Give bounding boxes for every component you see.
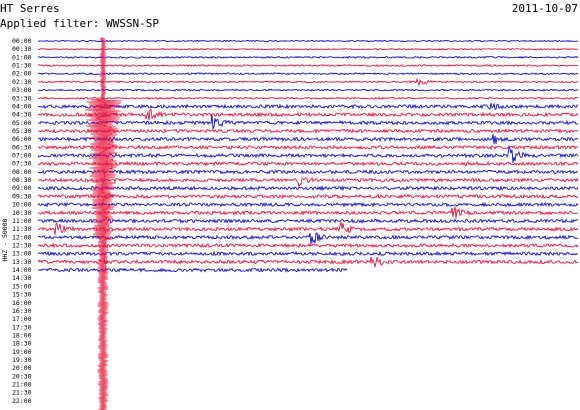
- time-label: 00:30: [12, 45, 32, 53]
- time-label: 16:30: [12, 307, 32, 315]
- time-label: 12:00: [12, 233, 32, 241]
- time-label: 17:00: [12, 315, 32, 323]
- time-label: 10:30: [12, 209, 32, 217]
- time-label: 11:30: [12, 225, 32, 233]
- trace: [37, 144, 579, 163]
- time-label: 21:30: [12, 389, 32, 397]
- time-label: 04:30: [12, 111, 32, 119]
- station-name: HT Serres: [0, 2, 60, 15]
- trace: [37, 96, 579, 100]
- trace: [37, 185, 579, 192]
- channel-label: HHZ - 50000: [1, 218, 9, 261]
- time-label: 19:30: [12, 356, 32, 364]
- time-label: 12:30: [12, 242, 32, 250]
- trace: [37, 108, 579, 121]
- date: 2011-10-07: [512, 2, 578, 15]
- time-label: 06:00: [12, 135, 32, 143]
- trace: [37, 206, 579, 219]
- time-label: 09:30: [12, 192, 32, 200]
- time-label: 01:00: [12, 53, 32, 61]
- time-label: 21:00: [12, 381, 32, 389]
- trace: [37, 217, 579, 224]
- trace: [37, 55, 579, 59]
- time-label: 01:30: [12, 62, 32, 70]
- time-label: 08:30: [12, 176, 32, 184]
- time-label: 02:30: [12, 78, 32, 86]
- time-label: 00:00: [12, 37, 32, 45]
- time-label: 08:00: [12, 168, 32, 176]
- trace: [38, 114, 579, 130]
- earthquake-trace: [84, 37, 122, 410]
- time-label: 14:30: [12, 274, 32, 282]
- time-label: 20:00: [12, 364, 32, 372]
- time-label: 18:00: [12, 331, 32, 339]
- time-label: 19:00: [12, 348, 32, 356]
- time-label: 04:00: [12, 102, 32, 110]
- trace: [37, 103, 579, 110]
- trace: [37, 221, 579, 235]
- trace: [37, 88, 579, 92]
- time-label: 09:00: [12, 184, 32, 192]
- trace: [37, 64, 578, 68]
- filter-label: Applied filter: WWSSN-SP: [0, 17, 159, 30]
- trace: [37, 176, 579, 188]
- time-label: 22:00: [12, 397, 32, 405]
- time-label: 15:30: [12, 291, 32, 299]
- time-label: 07:00: [12, 152, 32, 160]
- time-label: 05:00: [12, 119, 32, 127]
- trace: [37, 160, 579, 167]
- trace: [37, 267, 348, 273]
- time-label: 03:00: [12, 86, 32, 94]
- time-label: 15:00: [12, 282, 32, 290]
- time-label: 13:00: [12, 250, 32, 258]
- time-label: 03:30: [12, 94, 32, 102]
- trace: [37, 232, 579, 245]
- time-label: 02:00: [12, 70, 32, 78]
- trace: [37, 193, 579, 200]
- time-label: 17:30: [12, 323, 32, 331]
- time-label: 07:30: [12, 160, 32, 168]
- trace: [37, 250, 579, 257]
- trace: [37, 47, 579, 51]
- time-label: 18:30: [12, 340, 32, 348]
- time-label: 16:00: [12, 299, 32, 307]
- time-label: 10:00: [12, 201, 32, 209]
- trace: [37, 168, 578, 175]
- trace: [37, 201, 579, 208]
- time-label: 11:00: [12, 217, 32, 225]
- trace: [37, 128, 579, 135]
- time-label: 05:30: [12, 127, 32, 135]
- trace: [37, 77, 579, 88]
- trace: [37, 134, 579, 145]
- time-label: 14:00: [12, 266, 32, 274]
- time-label: 13:30: [12, 258, 32, 266]
- earthquake-coda: [92, 99, 119, 271]
- time-label: 20:30: [12, 372, 32, 380]
- trace: [37, 256, 579, 268]
- trace: [37, 39, 579, 43]
- time-label: 06:30: [12, 143, 32, 151]
- trace: [37, 242, 579, 249]
- trace: [37, 144, 579, 151]
- trace: [37, 72, 579, 76]
- traces: [37, 37, 579, 410]
